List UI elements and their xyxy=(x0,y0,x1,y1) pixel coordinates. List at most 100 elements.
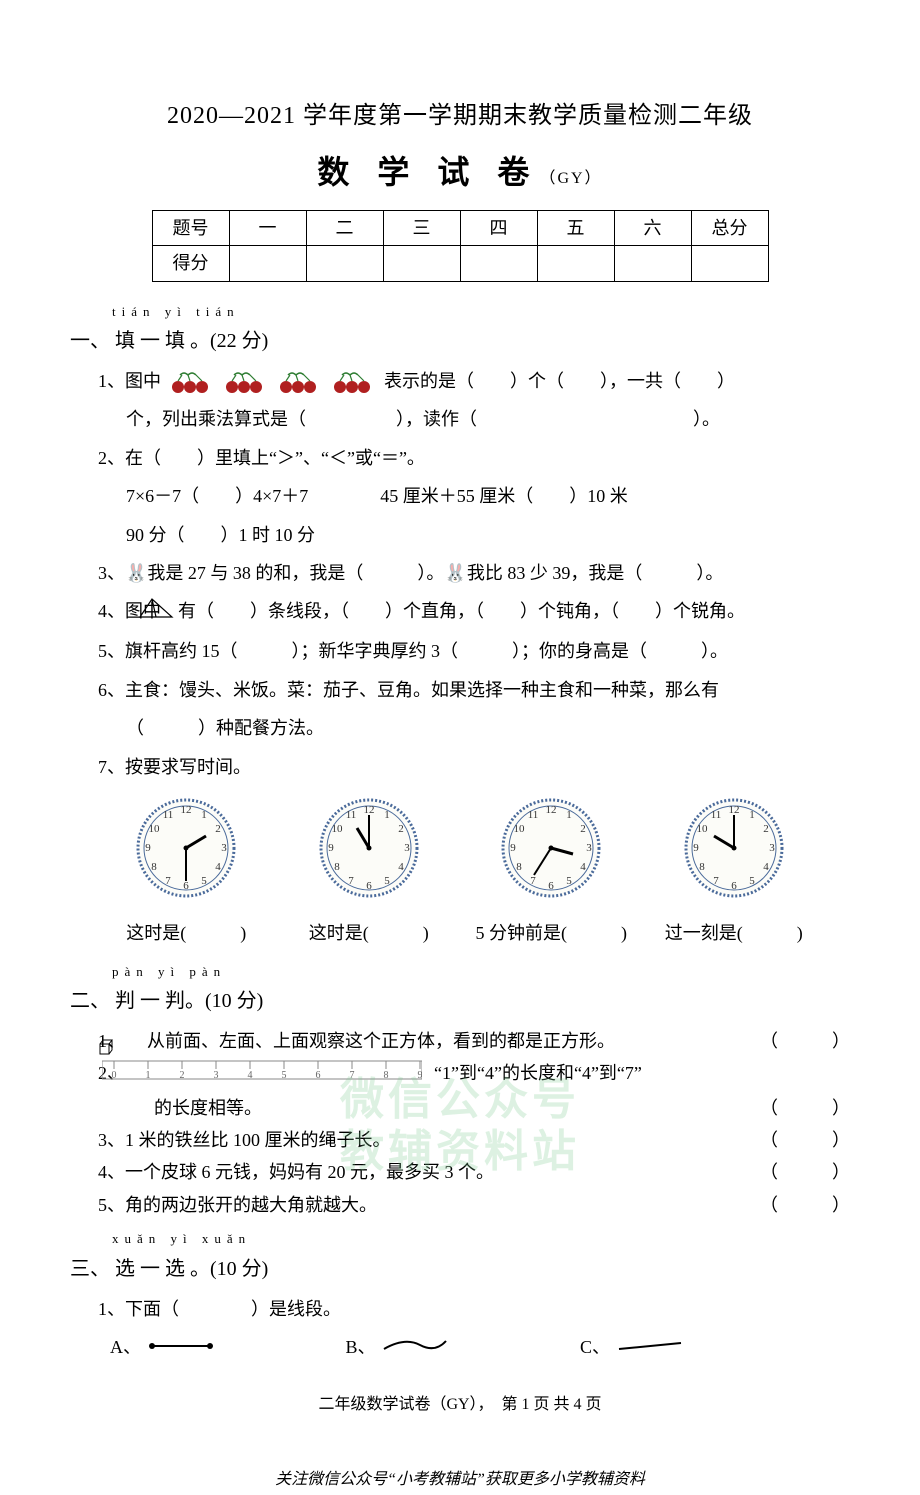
svg-text:9: 9 xyxy=(693,842,699,854)
svg-text:5: 5 xyxy=(281,1070,286,1081)
section3-heading: 三、 选 一 选 。(10 分) xyxy=(70,1251,850,1287)
page-subtitle: 数学试卷（GY） xyxy=(70,144,850,202)
judge-paren[interactable]: （ ） xyxy=(740,1092,850,1124)
svg-text:7: 7 xyxy=(349,1070,354,1081)
cherry-icon xyxy=(224,371,268,395)
score-cell[interactable] xyxy=(460,246,537,281)
svg-text:3: 3 xyxy=(222,842,228,854)
judge-2: 2、 012 345 678 9 xyxy=(98,1057,850,1091)
score-header-row: 题号 一 二 三 四 五 六 总分 xyxy=(152,210,768,245)
svg-text:2: 2 xyxy=(216,823,222,835)
svg-text:10: 10 xyxy=(331,823,343,835)
triangle-icon xyxy=(166,597,174,629)
clock-face-icon: 1212 345 678 91011 xyxy=(131,793,241,903)
svg-text:1: 1 xyxy=(202,809,208,821)
segment-c-icon xyxy=(615,1339,685,1353)
score-cell[interactable] xyxy=(306,246,383,281)
score-cell[interactable] xyxy=(614,246,691,281)
judge-3-text: 3、1 米的铁丝比 100 厘米的绳子长。 xyxy=(98,1124,740,1156)
svg-text:1: 1 xyxy=(384,809,390,821)
judge-paren[interactable]: （ ） xyxy=(740,1025,850,1057)
svg-text:11: 11 xyxy=(345,809,356,821)
svg-text:8: 8 xyxy=(383,1070,388,1081)
judge-1: 1、 从前面、左面、上面观察这个正方体，看到的都是正方形。 （ ） xyxy=(98,1025,850,1057)
judge-paren[interactable]: （ ） xyxy=(740,1124,850,1156)
q1-line2: 个，列出乘法算式是（ ），读作（ ）。 xyxy=(126,403,850,435)
section2-heading: 二、 判 一 判。(10 分) xyxy=(70,983,850,1019)
svg-text:2: 2 xyxy=(763,823,769,835)
svg-text:9: 9 xyxy=(511,842,517,854)
question-7-heading: 7、按要求写时间。 xyxy=(98,751,850,783)
score-header: 六 xyxy=(614,210,691,245)
judge-paren[interactable]: （ ） xyxy=(740,1156,850,1188)
svg-text:12: 12 xyxy=(728,804,739,816)
score-cell[interactable] xyxy=(537,246,614,281)
choice-A-label: A、 xyxy=(110,1337,141,1357)
q4-rest: 有（ ）条线段，（ ）个直角，（ ）个钝角，（ ）个锐角。 xyxy=(178,601,745,621)
clock-2-label: 这时是( ) xyxy=(283,917,456,949)
choice-A: A、 xyxy=(110,1331,216,1363)
section2-pinyin: pàn yì pàn xyxy=(112,960,850,983)
section1-pinyin: tián yì tián xyxy=(112,300,850,323)
svg-text:3: 3 xyxy=(404,842,410,854)
svg-text:12: 12 xyxy=(546,804,557,816)
svg-text:4: 4 xyxy=(763,861,769,873)
score-header: 三 xyxy=(383,210,460,245)
score-cell[interactable] xyxy=(383,246,460,281)
score-cell[interactable] xyxy=(691,246,768,281)
svg-text:1: 1 xyxy=(567,809,573,821)
question-2: 2、在（ ）里填上“＞”、“＜”或“＝”。 xyxy=(98,442,850,474)
segment-a-icon xyxy=(146,1339,216,1353)
svg-text:5: 5 xyxy=(384,875,390,887)
score-row-label: 得分 xyxy=(152,246,229,281)
judge-4-text: 4、一个皮球 6 元钱，妈妈有 20 元，最多买 3 个。 xyxy=(98,1156,740,1188)
judge-4: 4、一个皮球 6 元钱，妈妈有 20 元，最多买 3 个。 （ ） xyxy=(98,1156,850,1188)
clock-2: 1212 345 678 91011 这时是( ) xyxy=(283,793,456,950)
cherry-icon xyxy=(332,371,376,395)
svg-text:8: 8 xyxy=(699,861,705,873)
q1-pre: 1、图中 xyxy=(98,371,161,391)
judge-2b: 的长度相等。 （ ） xyxy=(98,1092,850,1124)
choice-q1: 1、下面（ ）是线段。 xyxy=(98,1293,850,1325)
svg-text:7: 7 xyxy=(348,875,354,887)
judge-paren[interactable]: （ ） xyxy=(740,1189,850,1221)
svg-text:4: 4 xyxy=(398,861,404,873)
svg-text:3: 3 xyxy=(769,842,775,854)
svg-text:12: 12 xyxy=(363,804,374,816)
section3-pinyin: xuǎn yì xuǎn xyxy=(112,1227,850,1250)
svg-text:11: 11 xyxy=(528,809,539,821)
svg-text:7: 7 xyxy=(713,875,719,887)
svg-text:9: 9 xyxy=(146,842,152,854)
clock-1: 1212 345 678 91011 这时是( ) xyxy=(100,793,273,950)
svg-text:6: 6 xyxy=(731,880,737,892)
judge-2-line2: 的长度相等。 xyxy=(98,1092,740,1124)
subtitle-main: 数学试卷 xyxy=(317,154,557,190)
svg-text:11: 11 xyxy=(710,809,721,821)
q6-line2: （ ）种配餐方法。 xyxy=(126,712,850,744)
svg-text:2: 2 xyxy=(179,1070,184,1081)
score-cell[interactable] xyxy=(229,246,306,281)
svg-text:10: 10 xyxy=(514,823,526,835)
clock-3-label: 5 分钟前是( ) xyxy=(465,917,638,949)
svg-text:7: 7 xyxy=(531,875,537,887)
cherry-icon xyxy=(278,371,322,395)
question-4: 4、图中 有（ ）条线段，（ ）个直角，（ ）个钝角，（ ）个锐角。 xyxy=(98,595,850,629)
svg-text:6: 6 xyxy=(315,1070,320,1081)
clock-1-label: 这时是( ) xyxy=(100,917,273,949)
score-header: 总分 xyxy=(691,210,768,245)
judge-1-text: 从前面、左面、上面观察这个正方体，看到的都是正方形。 xyxy=(147,1031,615,1051)
question-6: 6、主食：馒头、米饭。菜：茄子、豆角。如果选择一种主食和一种菜，那么有 xyxy=(98,674,850,706)
choice-C: C、 xyxy=(580,1331,685,1363)
question-5: 5、旗杆高约 15（ ）；新华字典厚约 3（ ）；你的身高是（ ）。 xyxy=(98,635,850,667)
score-header: 四 xyxy=(460,210,537,245)
svg-text:6: 6 xyxy=(366,880,372,892)
svg-text:0: 0 xyxy=(111,1070,116,1081)
clock-4: 1212 345 678 91011 过一刻是( ) xyxy=(648,793,821,950)
svg-text:4: 4 xyxy=(581,861,587,873)
q1-post: 表示的是（ ）个（ ），一共（ ） xyxy=(384,371,735,391)
svg-text:3: 3 xyxy=(587,842,593,854)
page-footer-2: 关注微信公众号“小考教辅站”获取更多小学教辅资料 xyxy=(70,1466,850,1495)
clock-face-icon: 1212 345 678 91011 xyxy=(679,793,789,903)
svg-text:8: 8 xyxy=(334,861,340,873)
svg-text:2: 2 xyxy=(398,823,404,835)
